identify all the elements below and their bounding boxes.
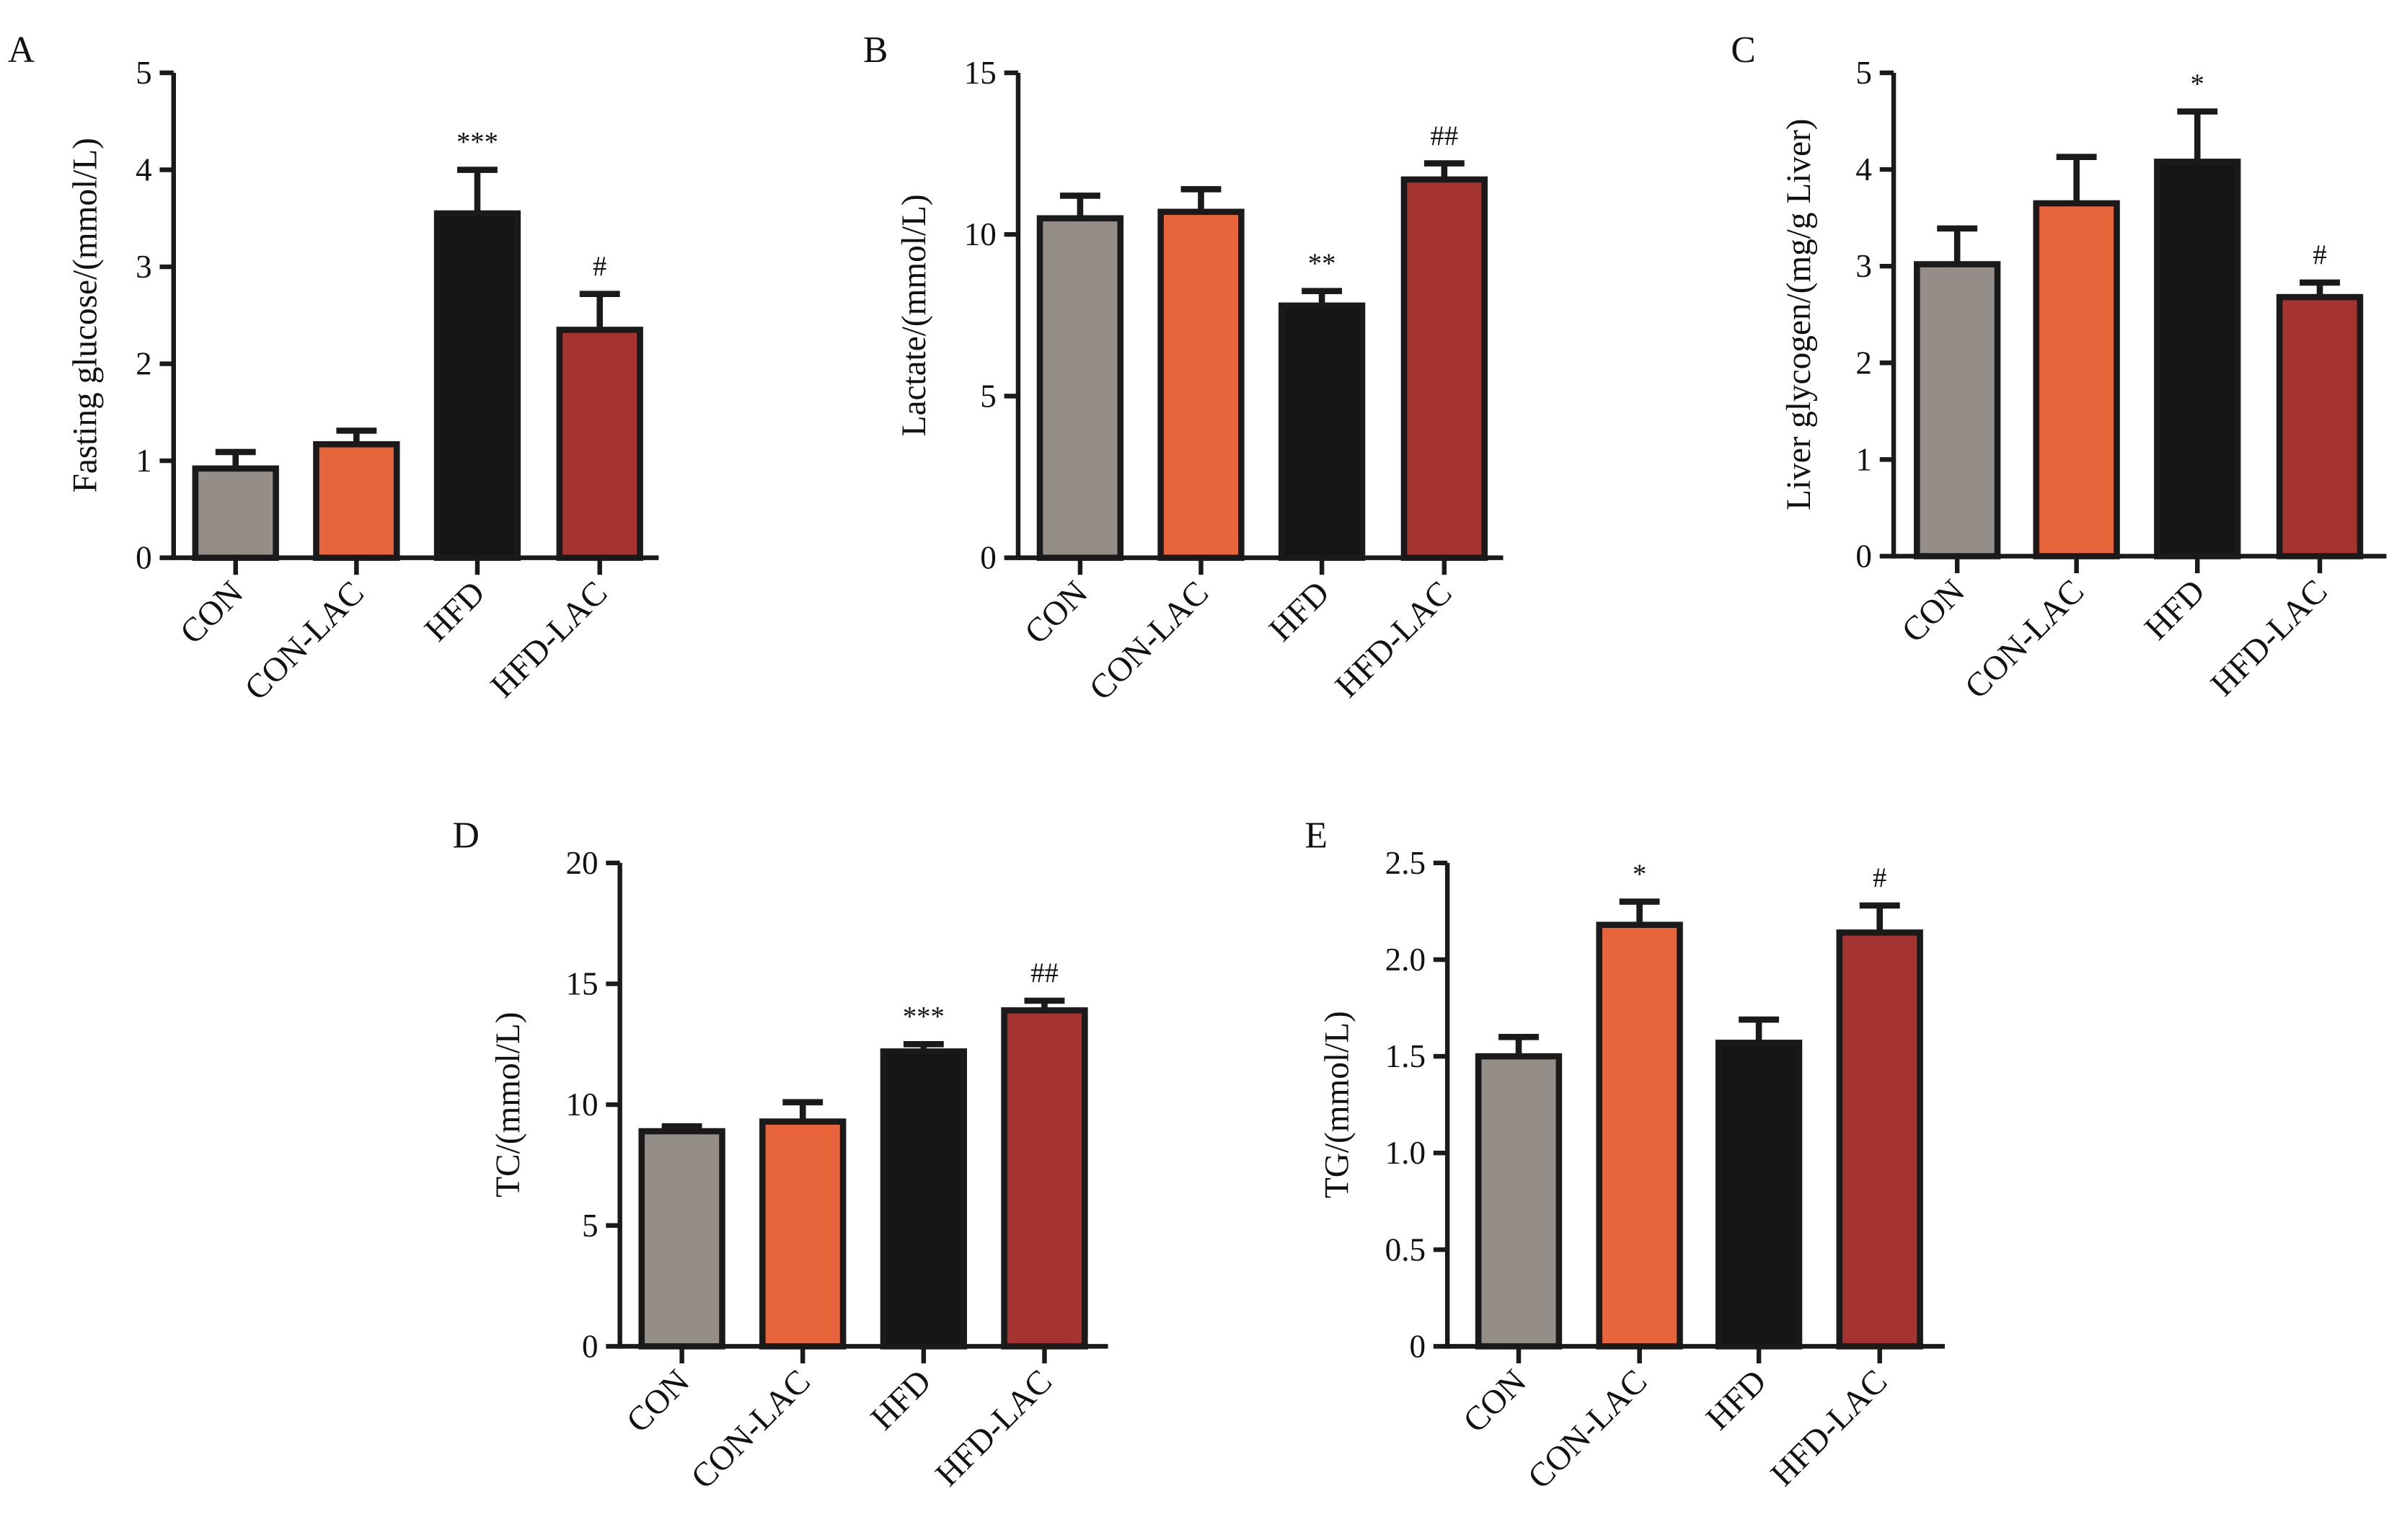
y-tick-label: 2.5: [1385, 845, 1426, 881]
x-tick-label: CON: [1456, 1363, 1533, 1440]
x-tick-label: HFD: [418, 574, 493, 649]
y-axis-label: Lactate/(mmol/L): [896, 194, 933, 436]
significance-marker: #: [1873, 863, 1886, 893]
y-tick-label: 3: [1855, 248, 1872, 284]
x-tick-label: HFD-LAC: [1764, 1363, 1895, 1494]
x-tick-label: CON: [1894, 572, 1972, 650]
y-tick-label: 1.5: [1385, 1038, 1426, 1074]
bar-con-lac: [759, 1118, 847, 1350]
significance-marker: #: [593, 252, 606, 282]
panel-letter: A: [8, 30, 35, 71]
x-tick-label: CON-LAC: [1958, 572, 2091, 706]
x-tick-label: CON-LAC: [684, 1363, 818, 1496]
panel-letter: B: [863, 30, 888, 71]
bar-con-lac: [1157, 208, 1245, 561]
bar-hfd: [433, 210, 521, 561]
y-tick-label: 1: [136, 443, 152, 479]
bar-hfd-lac: [556, 327, 643, 561]
x-tick-label: CON: [619, 1363, 697, 1440]
bar-hfd: [880, 1048, 968, 1350]
bar-con-lac: [313, 441, 400, 561]
bar-hfd-lac: [1400, 176, 1488, 561]
y-tick-label: 5: [136, 55, 152, 91]
y-tick-label: 3: [136, 249, 152, 285]
bar-con-lac: [1596, 921, 1683, 1350]
significance-marker: *: [1633, 859, 1646, 890]
panel-letter: E: [1304, 815, 1328, 856]
y-axis-label: TG/(mmol/L): [1319, 1011, 1356, 1198]
x-tick-label: HFD: [1699, 1363, 1774, 1438]
y-tick-label: 15: [964, 55, 997, 91]
y-tick-label: 10: [964, 216, 997, 252]
x-tick-label: CON-LAC: [238, 574, 371, 707]
bar-con: [192, 465, 279, 561]
y-tick-label: 0: [1855, 538, 1872, 574]
y-tick-label: 4: [1855, 151, 1872, 187]
y-tick-label: 20: [565, 845, 598, 881]
bar-con: [1913, 261, 2001, 559]
bar-hfd: [1278, 302, 1366, 561]
y-tick-label: 1.0: [1385, 1135, 1426, 1171]
y-tick-label: 5: [1855, 55, 1872, 91]
bar-con: [1036, 215, 1124, 561]
x-tick-label: HFD: [2137, 572, 2212, 647]
significance-marker: ##: [1030, 958, 1059, 988]
significance-marker: ***: [903, 1002, 945, 1032]
y-tick-label: 0.5: [1385, 1231, 1426, 1267]
panel-letter: D: [453, 815, 480, 856]
bar-con: [1475, 1053, 1563, 1350]
y-tick-label: 0: [980, 540, 997, 576]
y-tick-label: 2: [136, 346, 152, 382]
x-tick-label: HFD: [1262, 574, 1337, 649]
y-tick-label: 2.0: [1385, 942, 1426, 978]
y-tick-label: 5: [582, 1208, 599, 1244]
panel-letter: C: [1731, 30, 1755, 71]
panel-e: E TG/(mmol/L) CON * CON-LAC HFD # HFD-LAC 0 0.5 1.…: [1304, 815, 1945, 1496]
y-tick-label: 0: [1410, 1328, 1426, 1364]
x-tick-label: HFD: [864, 1363, 939, 1438]
x-tick-label: CON: [1017, 574, 1095, 651]
x-tick-label: HFD-LAC: [929, 1363, 1060, 1494]
y-axis-label: TC/(mmol/L): [490, 1012, 527, 1198]
significance-marker: ***: [456, 128, 498, 158]
y-axis-label: Liver glycogen/(mg/g Liver): [1780, 119, 1818, 510]
y-tick-label: 2: [1855, 345, 1872, 381]
x-tick-label: HFD-LAC: [2204, 572, 2335, 704]
x-tick-label: CON-LAC: [1521, 1363, 1654, 1496]
y-tick-label: 4: [136, 152, 152, 188]
significance-marker: ##: [1431, 121, 1459, 151]
x-tick-label: CON-LAC: [1082, 574, 1216, 707]
bar-hfd-lac: [1001, 1007, 1088, 1350]
bar-con: [638, 1128, 725, 1350]
significance-marker: #: [2313, 240, 2326, 270]
y-tick-label: 5: [980, 378, 997, 414]
y-tick-label: 15: [565, 966, 598, 1002]
significance-marker: *: [2191, 69, 2204, 99]
y-axis-label: Fasting glucose/(mmol/L): [66, 138, 104, 492]
y-tick-label: 0: [136, 540, 152, 576]
x-tick-label: HFD-LAC: [484, 574, 615, 705]
bar-hfd: [1715, 1040, 1803, 1350]
y-tick-label: 10: [565, 1087, 598, 1123]
y-tick-label: 1: [1855, 441, 1872, 477]
bar-con-lac: [2033, 200, 2120, 559]
significance-marker: **: [1308, 249, 1336, 279]
y-tick-label: 0: [582, 1328, 599, 1364]
bar-hfd: [2154, 159, 2241, 559]
bar-hfd-lac: [1836, 929, 1923, 1350]
x-tick-label: CON: [173, 574, 250, 651]
bar-hfd-lac: [2276, 293, 2364, 559]
x-tick-label: HFD-LAC: [1328, 574, 1460, 705]
